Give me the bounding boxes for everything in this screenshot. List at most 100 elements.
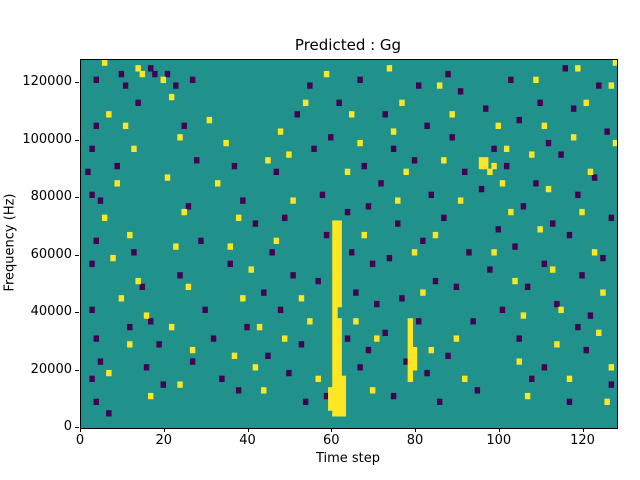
heatmap-cell bbox=[114, 180, 120, 187]
heatmap-cell bbox=[445, 70, 451, 78]
heatmap-cell bbox=[164, 174, 171, 181]
x-tick-mark bbox=[415, 428, 416, 432]
y-tick-mark bbox=[75, 369, 79, 371]
heatmap-cell bbox=[545, 139, 552, 147]
heatmap-cell bbox=[374, 335, 380, 342]
heatmap-cell bbox=[101, 214, 108, 222]
heatmap-cell bbox=[148, 65, 154, 72]
y-tick-label: 40000 bbox=[30, 304, 72, 319]
heatmap-cell bbox=[89, 260, 95, 268]
heatmap-cell bbox=[344, 335, 351, 342]
y-tick-label: 120000 bbox=[22, 74, 72, 89]
heatmap-cell bbox=[277, 306, 284, 314]
heatmap-cell bbox=[235, 387, 242, 394]
heatmap-cell bbox=[332, 220, 338, 417]
heatmap-cell bbox=[248, 266, 254, 273]
heatmap-cell bbox=[591, 174, 598, 181]
heatmap-cell bbox=[336, 318, 342, 417]
heatmap-cell bbox=[231, 162, 238, 170]
heatmap-cell bbox=[114, 162, 120, 170]
heatmap-cell bbox=[420, 237, 426, 245]
heatmap-cell bbox=[89, 191, 95, 199]
x-tick-label: 60 bbox=[322, 433, 340, 448]
heatmap-cell bbox=[575, 65, 581, 72]
heatmap-cell bbox=[106, 410, 112, 417]
x-tick-mark bbox=[80, 428, 81, 432]
heatmap-cell bbox=[579, 208, 585, 216]
x-tick-mark bbox=[247, 428, 249, 432]
heatmap-cell bbox=[160, 381, 166, 388]
heatmap-cell bbox=[575, 323, 581, 331]
heatmap-cell bbox=[177, 272, 183, 279]
x-tick-label: 40 bbox=[239, 433, 256, 448]
heatmap-cell bbox=[256, 323, 263, 331]
heatmap-cell bbox=[487, 266, 493, 273]
heatmap-cell bbox=[93, 122, 99, 130]
heatmap-cell bbox=[361, 162, 367, 170]
heatmap-cell bbox=[403, 358, 409, 365]
heatmap-cell bbox=[261, 289, 267, 296]
heatmap-cell bbox=[386, 65, 393, 72]
heatmap-cell bbox=[323, 231, 330, 239]
heatmap-cell bbox=[361, 231, 367, 239]
heatmap-cell bbox=[520, 203, 527, 210]
heatmap-cell bbox=[499, 180, 506, 187]
heatmap-cell bbox=[336, 99, 342, 107]
heatmap-cell bbox=[587, 168, 594, 176]
heatmap-cell bbox=[135, 65, 141, 72]
heatmap-cell bbox=[570, 134, 577, 141]
heatmap-cell bbox=[118, 295, 125, 302]
y-tick-mark bbox=[75, 82, 79, 83]
heatmap-cell bbox=[503, 145, 510, 153]
heatmap-cell bbox=[529, 375, 535, 383]
heatmap-cell bbox=[143, 364, 150, 371]
heatmap-cell bbox=[524, 392, 531, 400]
heatmap-cell bbox=[608, 364, 615, 371]
heatmap-cell bbox=[294, 111, 300, 118]
heatmap-cell bbox=[562, 65, 568, 72]
heatmap-cell bbox=[189, 76, 196, 84]
heatmap-cell bbox=[436, 398, 443, 406]
heatmap-cell bbox=[189, 358, 196, 365]
heatmap-cell bbox=[328, 134, 334, 141]
heatmap-cell bbox=[411, 249, 418, 256]
heatmap-cell bbox=[164, 70, 171, 78]
x-tick-mark bbox=[163, 428, 165, 432]
heatmap-cell bbox=[512, 243, 518, 250]
heatmap-cell bbox=[537, 99, 543, 107]
heatmap-cell bbox=[541, 364, 548, 371]
heatmap-cell bbox=[441, 214, 447, 222]
heatmap-cell bbox=[223, 139, 229, 147]
heatmap-cell bbox=[240, 197, 246, 204]
heatmap-cell bbox=[508, 208, 514, 216]
heatmap-cell bbox=[315, 375, 321, 383]
heatmap-cell bbox=[600, 289, 606, 296]
heatmap-cell bbox=[206, 116, 213, 124]
heatmap-cell bbox=[353, 289, 359, 296]
heatmap-cell bbox=[369, 260, 376, 268]
heatmap-cell bbox=[374, 300, 380, 308]
y-tick-mark bbox=[75, 197, 79, 198]
heatmap-cell bbox=[529, 151, 535, 158]
heatmap-cell bbox=[587, 312, 594, 319]
heatmap-cell bbox=[390, 392, 397, 400]
heatmap-cell bbox=[148, 318, 154, 325]
heatmap-cell bbox=[323, 392, 330, 400]
heatmap-cell bbox=[483, 162, 489, 170]
heatmap-cell bbox=[235, 214, 242, 222]
y-tick-mark bbox=[75, 254, 79, 256]
heatmap-cell bbox=[336, 220, 342, 308]
y-tick-label: 60000 bbox=[30, 246, 72, 262]
heatmap-cell bbox=[499, 306, 506, 314]
heatmap-cell bbox=[503, 162, 510, 170]
heatmap-cell bbox=[181, 208, 187, 216]
chart-title: Predicted : Gg bbox=[294, 36, 402, 54]
heatmap-cell bbox=[591, 249, 598, 256]
heatmap-cell bbox=[290, 272, 296, 279]
heatmap-cell bbox=[286, 151, 292, 158]
heatmap-cell bbox=[449, 134, 455, 141]
heatmap-cell bbox=[340, 375, 347, 417]
heatmap-cell bbox=[554, 341, 560, 348]
heatmap-cell bbox=[612, 139, 617, 147]
heatmap-cell bbox=[478, 162, 485, 170]
